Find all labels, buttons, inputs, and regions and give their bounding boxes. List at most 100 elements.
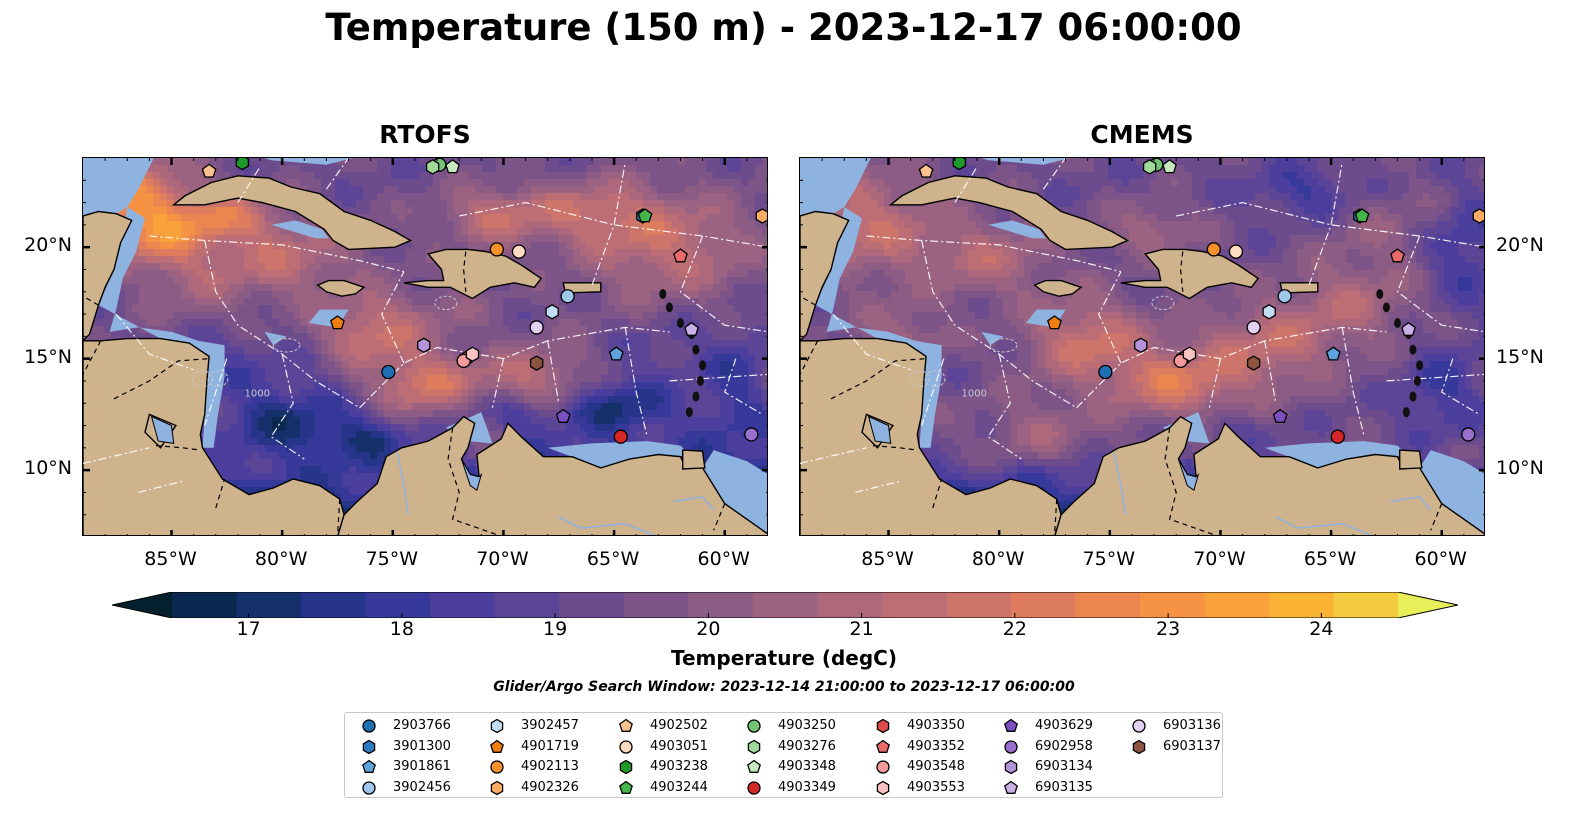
legend-label: 4903244 (650, 779, 708, 795)
pentagon-marker-icon (1004, 718, 1018, 732)
x-tick-label: 70°W (1193, 548, 1246, 570)
legend-marker-4902113 (490, 760, 504, 774)
isobath-1000: 1000 (909, 295, 1175, 400)
float-marker-4903051 (1228, 244, 1244, 259)
float-marker-6903135 (1401, 321, 1416, 336)
x-tick-label: 70°W (476, 548, 529, 570)
float-marker-6903134 (417, 337, 431, 354)
map-canvas-cmems: 1000 (800, 158, 1484, 535)
land-jamaica (316, 279, 366, 297)
x-tick-label: 65°W (586, 548, 640, 570)
isobath-1000: 1000 (192, 295, 458, 400)
legend-marker-3901861 (362, 759, 376, 773)
circle-marker-icon (1004, 739, 1018, 754)
land-masses (83, 175, 767, 535)
float-marker-4903276 (1142, 159, 1157, 175)
legend-label: 3901300 (393, 738, 451, 754)
colorbar-segment (817, 592, 883, 618)
float-marker-4902326 (1472, 208, 1484, 224)
search-window-note: Glider/Argo Search Window: 2023-12-14 21… (493, 679, 1075, 695)
colorbar-extend-low (112, 592, 172, 618)
colorbar-segment (559, 592, 625, 618)
float-marker-3902457 (545, 304, 559, 320)
x-tick-label: 75°W (1082, 548, 1136, 570)
land-mexico (83, 210, 133, 535)
legend-marker-4903238 (619, 759, 633, 775)
float-marker-6903135 (684, 321, 699, 336)
land-hispaniola (403, 248, 543, 300)
hexagon-marker-icon (747, 739, 761, 754)
hexagon-marker-icon (619, 759, 633, 775)
pentagon-marker-icon (1004, 780, 1018, 794)
rivers (396, 452, 715, 535)
float-marker-4903352 (1390, 248, 1405, 263)
float-marker-4903553 (1182, 346, 1197, 362)
legend-marker-3901300 (362, 739, 376, 754)
legend-label: 4902113 (521, 759, 579, 774)
legend-marker-4902326 (490, 780, 504, 795)
float-marker-6903134 (1134, 337, 1148, 354)
float-marker-2903766 (1098, 364, 1113, 380)
float-marker-4903051 (511, 244, 527, 259)
legend-label: 4903352 (907, 738, 965, 754)
colorbar-tick-label: 21 (849, 618, 874, 640)
float-marker-6902958 (1461, 427, 1476, 442)
frame-ticks (83, 158, 767, 535)
float-marker-4901719 (1047, 315, 1062, 330)
legend-marker-4903051 (619, 739, 633, 754)
figure-title: Temperature (150 m) - 2023-12-17 06:00:0… (325, 6, 1242, 49)
float-marker-4901719 (330, 315, 345, 330)
float-marker-4902113 (1206, 242, 1221, 257)
x-tick-label: 85°W (861, 548, 914, 570)
y-tick-label: 15°N (1496, 345, 1544, 368)
land-puertorico (562, 282, 602, 294)
pentagon-marker-icon (362, 759, 376, 773)
hexagon-marker-icon (876, 718, 890, 734)
land-puertorico (1279, 282, 1319, 294)
colorbar-tick-label: 18 (389, 618, 414, 640)
eez-boundaries (83, 158, 767, 493)
colorbar-segment (1333, 592, 1399, 618)
float-marker-4903352 (673, 248, 688, 263)
land-centralam (800, 337, 1062, 535)
legend-marker-4903629 (1004, 718, 1018, 732)
x-tick-label: 60°W (1414, 548, 1467, 570)
legend-marker-4903250 (747, 719, 761, 733)
map-panel-rtofs[interactable]: 1000 (82, 157, 768, 536)
y-tick-label: 20°N (24, 234, 72, 257)
float-marker-4903238 (952, 158, 967, 171)
float-marker-4902502 (201, 163, 217, 178)
legend-marker-4903553 (876, 780, 890, 795)
float-marker-4903349 (1330, 429, 1345, 444)
float-marker-4903629 (555, 408, 571, 423)
colorbar-segment (1075, 592, 1141, 618)
float-marker-4903244 (1354, 208, 1370, 223)
float-marker-3901861 (1325, 346, 1341, 361)
legend-label: 4903051 (650, 738, 708, 754)
legend-label: 4903276 (778, 738, 836, 754)
colorbar-segment (301, 592, 367, 618)
hexagon-marker-icon (362, 739, 376, 754)
legend-marker-4903352 (876, 739, 890, 753)
colorbar-segment (365, 592, 431, 618)
legend-label: 4902502 (650, 718, 708, 733)
circle-marker-icon (490, 760, 504, 774)
country-borders (800, 251, 1443, 535)
legend-marker-6903136 (1132, 719, 1146, 733)
hexagon-marker-icon (490, 780, 504, 795)
map-panel-cmems[interactable]: 1000 (799, 157, 1485, 536)
legend-label: 6903135 (1035, 779, 1093, 795)
colorbar-segment (1010, 592, 1076, 618)
colorbar-tick-label: 22 (1002, 618, 1027, 640)
float-marker-6903137 (529, 355, 544, 371)
y-tick-label: 10°N (24, 457, 72, 480)
land-centralam (83, 337, 345, 535)
land-cuba (888, 175, 1130, 251)
legend-label: 3901861 (393, 759, 451, 774)
float-legend: 2903766 3901300 3901861 3902456 3902457 49017… (344, 712, 1223, 798)
float-marker-4903348 (1162, 159, 1177, 174)
float-marker-3902456 (560, 289, 575, 304)
land-jamaica (1033, 279, 1083, 297)
lesser-antilles (1376, 288, 1424, 418)
colorbar-label: Temperature (degC) (671, 646, 897, 670)
